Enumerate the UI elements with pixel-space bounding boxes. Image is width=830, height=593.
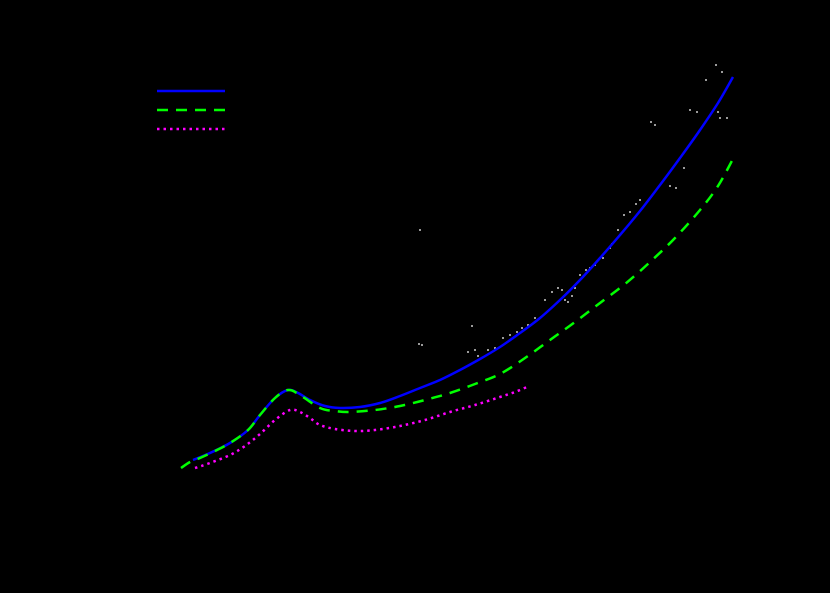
scatter-point — [602, 257, 604, 259]
scatter-point — [516, 331, 518, 333]
scatter-point — [726, 117, 728, 119]
scatter-point — [509, 334, 511, 336]
scatter-point — [623, 214, 625, 216]
scatter-point — [564, 299, 566, 301]
scatter-point — [585, 269, 587, 271]
scatter-point — [654, 124, 656, 126]
scatter-point — [419, 229, 421, 231]
scatter-point — [683, 167, 685, 169]
scatter-point — [521, 327, 523, 329]
scatter-point — [487, 349, 489, 351]
scatter-point — [650, 121, 652, 123]
scatter-point — [557, 287, 559, 289]
scatter-point — [696, 111, 698, 113]
scatter-point — [494, 347, 496, 349]
scatter-point — [534, 317, 536, 319]
scatter-point — [629, 211, 631, 213]
scatter-point — [418, 343, 420, 345]
scatter-point — [639, 199, 641, 201]
scatter-point — [551, 291, 553, 293]
scatter-point — [719, 117, 721, 119]
scatter-point — [561, 289, 563, 291]
series-lines — [180, 76, 736, 470]
scatter-points — [418, 64, 728, 357]
scatter-point — [579, 274, 581, 276]
scatter-point — [571, 295, 573, 297]
scatter-point — [527, 324, 529, 326]
scatter-point — [715, 64, 717, 66]
scatter-point — [471, 325, 473, 327]
scatter-point — [544, 299, 546, 301]
scatter-point — [635, 203, 637, 205]
scatter-point — [502, 337, 504, 339]
series-line-2 — [180, 156, 736, 470]
scatter-point — [721, 71, 723, 73]
scatter-point — [705, 79, 707, 81]
scatter-point — [474, 349, 476, 351]
scatter-point — [669, 185, 671, 187]
scatter-point — [717, 111, 719, 113]
scatter-point — [477, 355, 479, 357]
scatter-point — [421, 344, 423, 346]
scatter-point — [574, 287, 576, 289]
scatter-point — [675, 187, 677, 189]
scatter-point — [617, 229, 619, 231]
legend — [157, 89, 225, 131]
scatter-point — [689, 109, 691, 111]
scatter-point — [467, 351, 469, 353]
scatter-point — [567, 301, 569, 303]
